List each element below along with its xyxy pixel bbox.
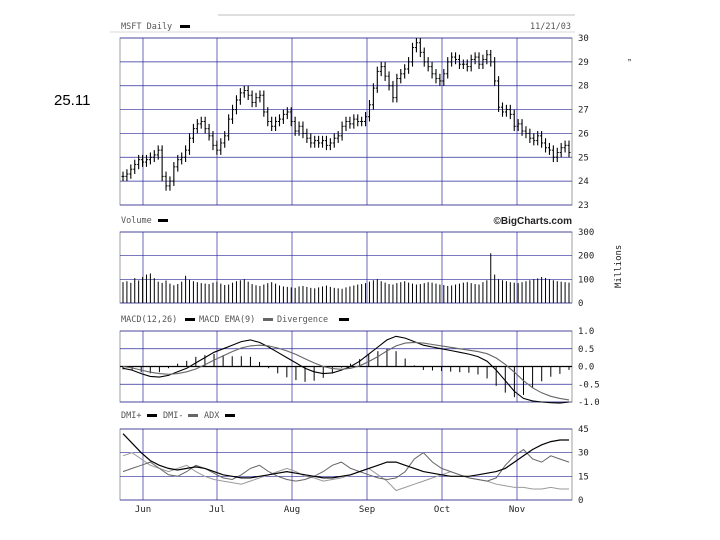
month-label: Aug: [284, 505, 300, 515]
price-tick-label: 25: [578, 153, 589, 163]
macd-tick-label: -0.5: [578, 380, 600, 390]
month-axis: Jun Jul Aug Sep Oct Nov: [135, 505, 525, 515]
month-label: Sep: [359, 505, 375, 515]
macd-legend-3: Divergence: [277, 315, 328, 325]
volume-tick-label: 0: [578, 299, 583, 309]
chart-title-swatch: [180, 25, 190, 28]
price-tick-label: 29: [578, 58, 589, 68]
price-tick-label: 24: [578, 177, 589, 187]
price-tick-label: 28: [578, 82, 589, 92]
volume-panel: 0 100 200 300: [119, 228, 594, 309]
macd-legend-2: MACD EMA(9): [199, 315, 255, 325]
dmi-legend-swatch-2: [188, 414, 198, 417]
quote-mark: „: [628, 52, 631, 62]
dmi-legend-2: DMI-: [163, 411, 183, 421]
price-tick-label: 26: [578, 129, 589, 139]
volume-tick-label: 100: [578, 275, 594, 285]
dmi-legend-swatch-1: [147, 414, 157, 417]
macd-ema-line: [122, 341, 570, 401]
macd-legend-swatch-2: [263, 318, 273, 321]
price-tick-label: 27: [578, 106, 589, 116]
chart-date: 11/21/03: [530, 22, 571, 32]
dmi-plus-line: [122, 448, 570, 482]
macd-panel: 1.0 0.5 0.0 -0.5 -1.0: [119, 327, 600, 408]
dmi-legend-3: ADX: [204, 411, 220, 421]
watermark: ©BigCharts.com: [494, 216, 573, 227]
price-tick-label: 23: [578, 201, 589, 211]
dmi-tick-label: 45: [578, 425, 589, 435]
month-label: Jun: [135, 505, 151, 515]
volume-legend-label: Volume: [121, 216, 152, 226]
price-tick-label: 30: [578, 34, 589, 44]
month-label: Nov: [509, 505, 525, 515]
macd-tick-label: -1.0: [578, 398, 600, 408]
volume-legend-swatch: [158, 219, 168, 222]
dmi-tick-label: 0: [578, 496, 583, 506]
month-label: Oct: [434, 505, 450, 515]
dmi-tick-label: 15: [578, 472, 589, 482]
dmi-legend-swatch-3: [225, 414, 235, 417]
dmi-panel: 0 15 30 45: [119, 425, 589, 506]
chart-title: MSFT Daily: [121, 22, 172, 32]
volume-unit-label: Millions: [614, 245, 624, 288]
price-panel: 23 24 25 26 27 28 29 30: [119, 34, 589, 211]
dmi-legend-1: DMI+: [121, 411, 141, 421]
macd-tick-label: 0.0: [578, 363, 594, 373]
macd-tick-label: 1.0: [578, 327, 594, 337]
month-label: Jul: [209, 505, 225, 515]
macd-tick-label: 0.5: [578, 345, 594, 355]
macd-legend-swatch-3: [339, 318, 349, 321]
current-price-label: 25.11: [54, 92, 91, 109]
macd-legend-1: MACD(12,26): [121, 315, 177, 325]
dmi-minus-line: [122, 452, 569, 492]
volume-tick-label: 200: [578, 252, 594, 262]
dmi-tick-label: 30: [578, 449, 589, 459]
dmi-frame: [119, 428, 573, 501]
macd-legend-swatch-1: [185, 318, 195, 321]
volume-tick-label: 300: [578, 228, 594, 238]
adx-line: [122, 433, 569, 479]
